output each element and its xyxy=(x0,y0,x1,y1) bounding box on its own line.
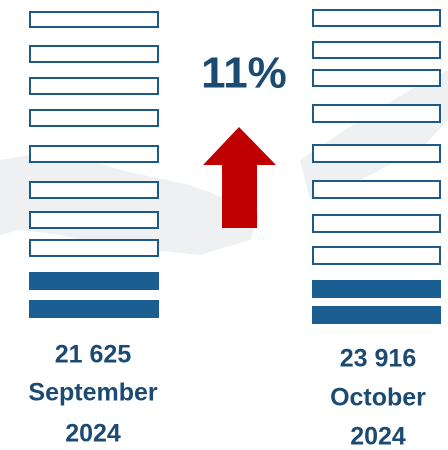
right-year: 2024 xyxy=(350,423,406,450)
unit-outline xyxy=(312,214,441,233)
right-stack xyxy=(312,9,441,324)
unit-outline xyxy=(312,104,441,123)
unit-outline xyxy=(312,69,441,87)
unit-outline xyxy=(29,181,159,199)
unit-outline xyxy=(312,9,441,27)
unit-outline xyxy=(29,45,159,63)
unit-filled xyxy=(29,272,159,290)
unit-outline xyxy=(29,239,159,257)
right-month: October xyxy=(330,384,426,412)
unit-filled xyxy=(29,300,159,318)
unit-outline xyxy=(29,109,159,127)
left-stack xyxy=(29,11,159,318)
unit-filled xyxy=(312,306,441,324)
up-arrow xyxy=(203,127,276,228)
unit-outline xyxy=(29,211,159,229)
unit-outline xyxy=(312,246,441,265)
left-value: 21 625 xyxy=(55,341,132,369)
unit-outline xyxy=(29,145,159,163)
unit-outline xyxy=(312,144,441,163)
right-value: 23 916 xyxy=(340,345,416,373)
left-month: September xyxy=(28,379,157,407)
change-percent: 11% xyxy=(201,49,287,98)
unit-filled xyxy=(312,280,441,298)
unit-outline xyxy=(312,41,441,59)
unit-outline xyxy=(29,77,159,95)
left-year: 2024 xyxy=(65,420,121,448)
unit-outline xyxy=(312,180,441,199)
unit-outline xyxy=(29,11,159,28)
